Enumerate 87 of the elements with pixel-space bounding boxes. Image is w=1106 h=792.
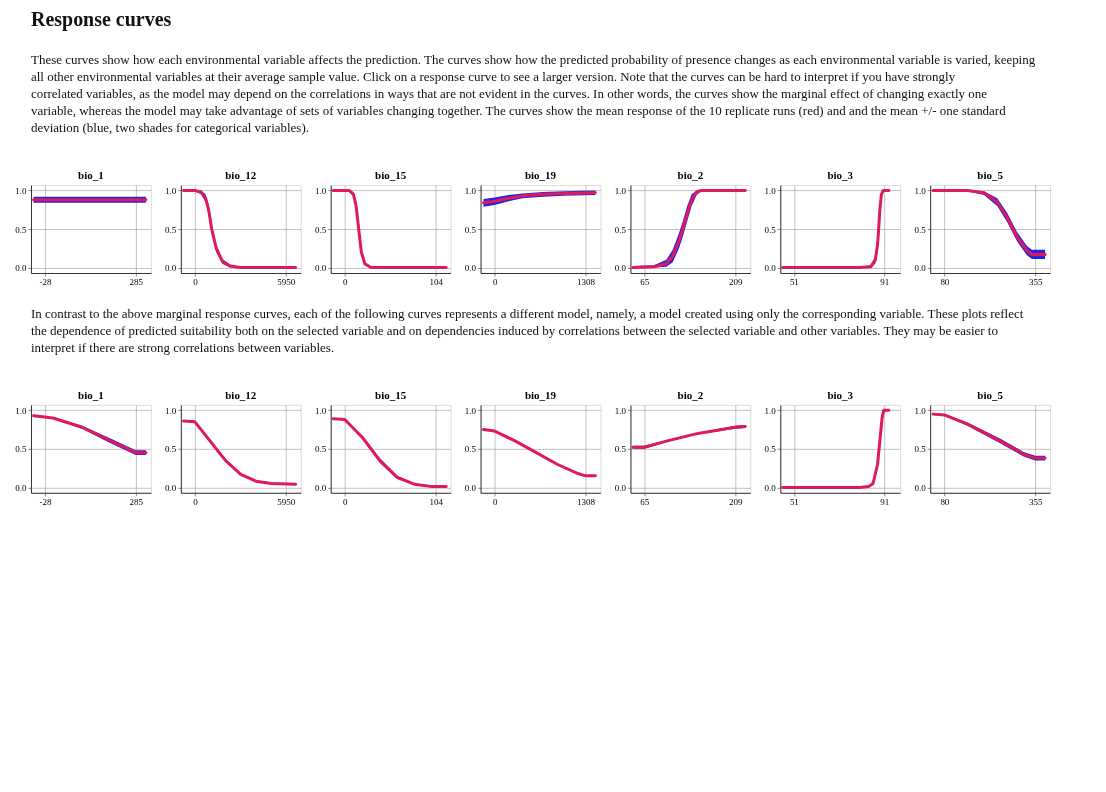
- y-tick-label: 0.0: [914, 482, 927, 493]
- y-tick-label: 1.0: [764, 185, 777, 196]
- y-tick-label: 0.0: [464, 263, 477, 274]
- x-tick-label: 65: [640, 497, 650, 508]
- y-tick-label: 1.0: [165, 185, 177, 196]
- y-tick-label: 0.5: [764, 224, 777, 235]
- x-tick-label: 355: [1028, 497, 1043, 508]
- x-tick-label: 0: [193, 277, 199, 288]
- y-tick-label: 0.0: [614, 482, 627, 493]
- x-tick-label: 0: [342, 497, 348, 508]
- chart-title: bio_3: [827, 388, 854, 401]
- y-tick-label: 1.0: [614, 185, 627, 196]
- y-tick-label: 0.0: [15, 482, 27, 493]
- y-tick-label: 1.0: [15, 405, 27, 416]
- y-tick-label: 0.5: [464, 444, 477, 455]
- x-tick-label: 355: [1028, 277, 1043, 288]
- x-tick-label: 209: [728, 277, 743, 288]
- y-tick-label: 0.0: [614, 263, 627, 274]
- y-tick-label: 1.0: [464, 405, 477, 416]
- chart-title: bio_2: [677, 388, 704, 401]
- text: Response curves: [30, 8, 172, 32]
- y-tick-label: 0.5: [764, 444, 777, 455]
- y-tick-label: 0.5: [165, 224, 177, 235]
- y-tick-label: 0.0: [314, 482, 327, 493]
- x-tick-label: 80: [940, 497, 950, 508]
- y-tick-label: 0.5: [165, 444, 177, 455]
- chart-title: bio_1: [78, 169, 104, 182]
- x-tick-label: 1308: [576, 497, 596, 508]
- x-tick-label: 104: [429, 497, 444, 508]
- chart-title: bio_19: [524, 169, 557, 182]
- y-tick-label: 0.5: [614, 444, 627, 455]
- y-tick-label: 1.0: [314, 185, 327, 196]
- y-tick-label: 1.0: [314, 405, 327, 416]
- y-tick-label: 0.0: [314, 263, 327, 274]
- x-tick-label: 285: [129, 277, 144, 288]
- y-tick-label: 1.0: [764, 405, 777, 416]
- y-tick-label: 0.5: [914, 444, 927, 455]
- chart-title: bio_2: [677, 169, 704, 182]
- chart-title: bio_15: [375, 388, 407, 401]
- x-tick-label: 80: [940, 277, 950, 288]
- chart-title: bio_3: [827, 169, 854, 182]
- x-tick-label: -28: [39, 497, 52, 508]
- y-tick-label: 0.0: [165, 263, 177, 274]
- x-tick-label: 65: [640, 277, 650, 288]
- y-tick-label: 0.0: [464, 482, 477, 493]
- chart-title: bio_15: [375, 169, 407, 182]
- x-tick-label: 91: [880, 497, 890, 508]
- x-tick-label: 5950: [277, 277, 296, 288]
- chart-title: bio_12: [225, 388, 257, 401]
- x-tick-label: 51: [789, 277, 799, 288]
- y-tick-label: 0.0: [914, 263, 927, 274]
- y-tick-label: 0.0: [165, 482, 177, 493]
- y-tick-label: 0.5: [314, 444, 327, 455]
- x-tick-label: 1308: [576, 277, 596, 288]
- y-tick-label: 0.5: [614, 224, 627, 235]
- chart-title: bio_12: [225, 169, 257, 182]
- chart-title: bio_5: [977, 169, 1004, 182]
- y-tick-label: 0.0: [764, 482, 777, 493]
- x-tick-label: 104: [429, 277, 444, 288]
- x-tick-label: 0: [492, 277, 498, 288]
- chart-title: bio_1: [78, 388, 104, 401]
- x-tick-label: 0: [342, 277, 348, 288]
- y-tick-label: 0.5: [914, 224, 927, 235]
- chart-title: bio_19: [524, 388, 557, 401]
- y-tick-label: 1.0: [464, 185, 477, 196]
- y-tick-label: 1.0: [914, 185, 927, 196]
- y-tick-label: 0.5: [464, 224, 477, 235]
- x-tick-label: 285: [129, 497, 144, 508]
- x-tick-label: 0: [492, 497, 498, 508]
- x-tick-label: 91: [880, 277, 890, 288]
- y-tick-label: 0.5: [15, 444, 27, 455]
- y-tick-label: 0.0: [764, 263, 777, 274]
- y-tick-label: 0.0: [15, 263, 27, 274]
- y-tick-label: 1.0: [165, 405, 177, 416]
- x-tick-label: 209: [728, 497, 743, 508]
- x-tick-label: 0: [193, 497, 199, 508]
- y-tick-label: 0.5: [314, 224, 327, 235]
- text: These curves show how each environmental variable affects the prediction. The curves show how the predicted probability of presence changes as each environmental variable is varied, keeping all other environmental variables at their average sample value. Click on a response curve to see a larger version. Note that the curves can be hard to interpret if you have strongly correlated variables, as the model may depend on the correlations in ways that are not evident in the curves. In other words, the curves show the marginal effect of changing exactly one variable, whereas the model may take advantage of sets of variables changing together. The curves show the mean response of the 10 replicate runs (red) and and the mean +/- one standard deviation (blue, two shades for categorical variables).: [30, 52, 1036, 136]
- x-tick-label: 51: [789, 497, 799, 508]
- y-tick-label: 1.0: [614, 405, 627, 416]
- y-tick-label: 1.0: [15, 185, 27, 196]
- y-tick-label: 0.5: [15, 224, 27, 235]
- text: In contrast to the above marginal response curves, each of the following curves represents a different model, namely, a model created using only the corresponding variable. These plots reflect the dependence of predicted suitability both on the selected variable and on dependencies induced by correlations between the selected variable and other variables. They may be easier to interpret if there are strong correlations between variables.: [30, 305, 1024, 355]
- y-tick-label: 1.0: [914, 405, 927, 416]
- x-tick-label: 5950: [277, 497, 296, 508]
- x-tick-label: -28: [39, 277, 52, 288]
- chart-title: bio_5: [977, 388, 1004, 401]
